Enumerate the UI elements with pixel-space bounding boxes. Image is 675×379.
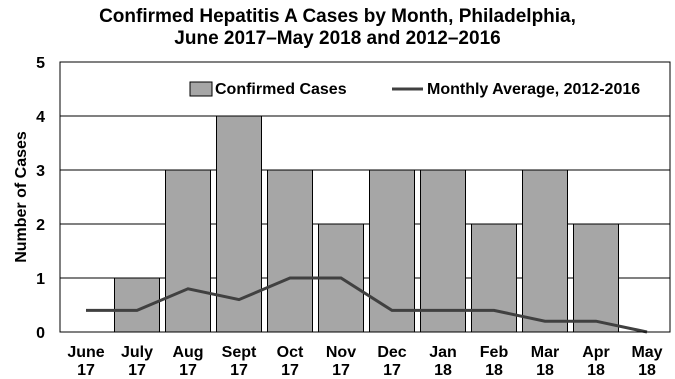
legend: Confirmed Cases Monthly Average, 2012-201… — [189, 81, 640, 98]
x-tick-label: May — [631, 344, 662, 361]
bar — [267, 169, 313, 333]
legend-label: Confirmed Cases — [215, 81, 347, 98]
chart-title: Confirmed Hepatitis A Cases by Month, Ph… — [0, 6, 675, 50]
bar — [165, 169, 211, 333]
x-tick-label: Apr — [582, 344, 610, 361]
x-tick-label: 18 — [638, 362, 656, 379]
x-tick-label: 17 — [77, 362, 95, 379]
bar — [522, 169, 568, 333]
x-tick-label: 17 — [179, 362, 197, 379]
bar — [471, 223, 517, 333]
x-tick-label: 18 — [587, 362, 605, 379]
y-tick-label: 0 — [36, 325, 45, 342]
y-tick-label: 4 — [36, 109, 45, 126]
x-tick-label: June — [67, 344, 104, 361]
x-tick-label: Dec — [377, 344, 406, 361]
x-tick-label: Mar — [531, 344, 559, 361]
legend-label: Monthly Average, 2012-2016 — [427, 81, 640, 98]
x-tick-label: 18 — [434, 362, 452, 379]
legend-swatch-bar — [189, 81, 213, 97]
x-tick-label: Jan — [429, 344, 457, 361]
x-tick-label: Feb — [480, 344, 509, 361]
x-tick-label: Oct — [277, 344, 304, 361]
x-tick-label: 18 — [485, 362, 503, 379]
bar — [573, 223, 619, 333]
y-tick-label: 5 — [36, 55, 45, 72]
x-tick-label: 17 — [230, 362, 248, 379]
x-tick-label: 17 — [332, 362, 350, 379]
y-tick-label: 2 — [36, 217, 45, 234]
x-tick-label: Sept — [222, 344, 257, 361]
x-tick-label: July — [121, 344, 153, 361]
x-tick-label: 17 — [281, 362, 299, 379]
plot-frame — [59, 61, 671, 333]
series-line — [86, 276, 648, 334]
bar — [420, 169, 466, 333]
x-tick-label: 18 — [536, 362, 554, 379]
y-tick-label: 3 — [36, 163, 45, 180]
y-tick-label: 1 — [36, 271, 45, 288]
x-tick-label: Aug — [172, 344, 203, 361]
x-tick-label: Nov — [326, 344, 356, 361]
x-tick-label: 17 — [128, 362, 146, 379]
chart-title-line-2: June 2017–May 2018 and 2012–2016 — [174, 28, 501, 49]
x-tick-label: 17 — [383, 362, 401, 379]
chart-title-line-1: Confirmed Hepatitis A Cases by Month, Ph… — [99, 6, 576, 27]
y-axis-label: Number of Cases — [13, 131, 30, 263]
bar — [369, 169, 415, 333]
